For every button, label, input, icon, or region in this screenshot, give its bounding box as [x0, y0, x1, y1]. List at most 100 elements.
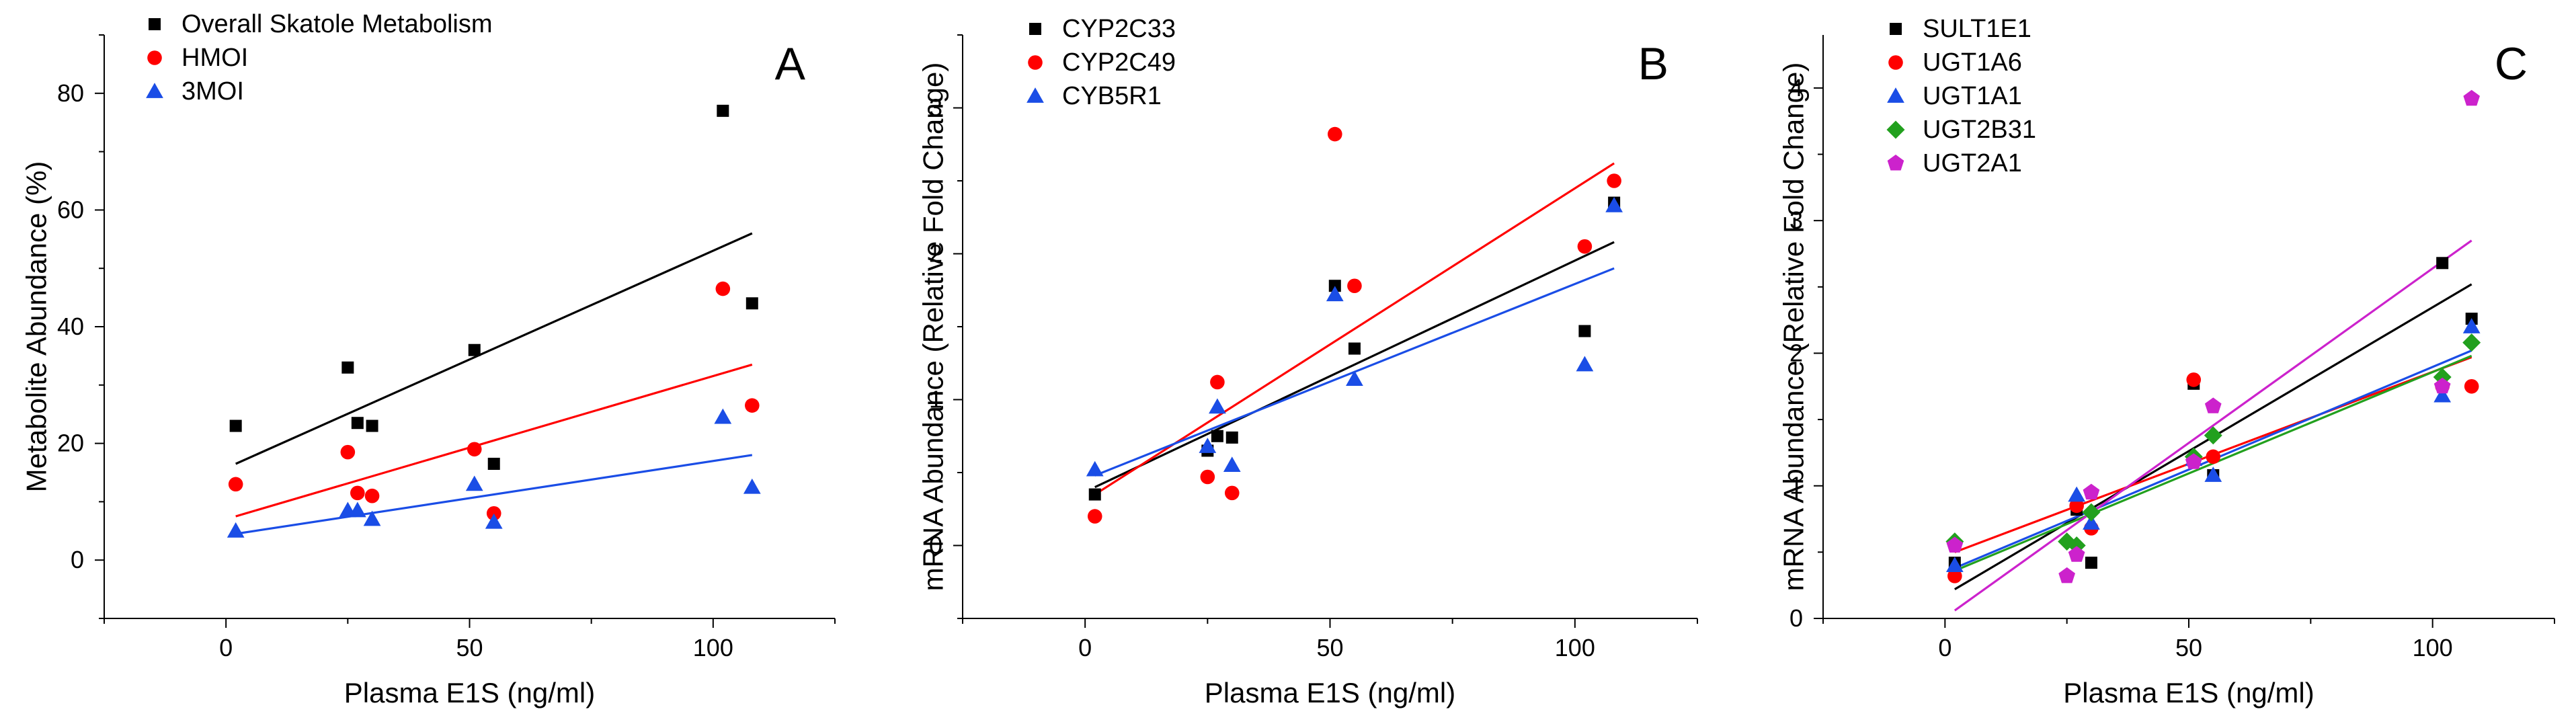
- x-tick-label: 50: [1316, 634, 1343, 661]
- data-point-ugt2a1: [2204, 397, 2222, 413]
- legend-label-ugt2b31: UGT2B31: [1923, 116, 2036, 144]
- data-point-ugt2a1: [2083, 483, 2100, 500]
- legend-marker-hmoi: [147, 50, 162, 65]
- legend-label-sult1e1: SULT1E1: [1923, 15, 2031, 43]
- legend-marker-ugt2b31: [1886, 120, 1905, 139]
- data-point-cyp2c49: [1347, 278, 1362, 294]
- fit-line-cyp2c49: [1094, 162, 1615, 495]
- data-point-hmoi: [364, 488, 380, 503]
- data-point-3moi: [714, 408, 732, 424]
- data-point-cyp2c33: [1225, 431, 1238, 444]
- data-point-ugt1a1: [2068, 486, 2086, 502]
- legend-label-ugt1a1: UGT1A1: [1923, 82, 2022, 110]
- fit-line-ugt2a1: [1954, 239, 2472, 612]
- data-point-cyp2c49: [1087, 509, 1102, 524]
- legend-marker-cyb5r1: [1027, 87, 1044, 103]
- data-point-overall-skatole-metabolism: [366, 419, 378, 432]
- data-point-ugt1a1: [2083, 514, 2100, 530]
- y-tick-label: 3: [929, 94, 942, 122]
- x-tick-label: 50: [456, 634, 483, 661]
- data-point-cyb5r1: [1346, 370, 1363, 387]
- data-point-cyp2c49: [1210, 374, 1225, 390]
- data-point-cyb5r1: [1326, 286, 1344, 302]
- data-point-cyp2c33: [1211, 430, 1223, 442]
- data-point-cyp2c49: [1607, 173, 1621, 188]
- data-point-ugt2b31: [2462, 333, 2481, 352]
- y-tick-label: 40: [57, 313, 84, 340]
- data-point-ugt2a1: [2463, 89, 2480, 106]
- legend-marker-cyp2c49: [1028, 55, 1043, 70]
- legend-label-overall-skatole-metabolism: Overall Skatole Metabolism: [182, 10, 493, 38]
- chart-panel-c: 0 1 2 3 4 0 50 100 Plasma E1S (ng/ml) mRNA Abunda…: [1777, 15, 2555, 709]
- legend-label-ugt2a1: UGT2A1: [1923, 149, 2022, 177]
- panel-label: A: [775, 38, 806, 89]
- legend-marker-ugt2a1: [1887, 155, 1904, 171]
- data-point-ugt2a1: [2185, 453, 2202, 469]
- data-point-hmoi: [228, 477, 243, 492]
- y-tick-label: 2: [929, 240, 942, 268]
- data-point-ugt2b31: [2082, 503, 2101, 522]
- x-tick-label: 0: [1078, 634, 1092, 661]
- y-axis-title: mRNA Abundance (Relative Fold Change): [1777, 63, 1809, 592]
- data-point-ugt2a1: [1946, 536, 1964, 553]
- x-tick-label: 50: [2175, 634, 2202, 661]
- data-point-overall-skatole-metabolism: [487, 457, 500, 470]
- data-point-3moi: [465, 475, 483, 491]
- x-axis-title: Plasma E1S (ng/ml): [344, 677, 595, 709]
- y-tick-label: 80: [57, 79, 84, 107]
- legend-label-ugt1a6: UGT1A6: [1923, 48, 2022, 77]
- x-tick-label: 0: [219, 634, 233, 661]
- data-point-ugt2b31: [2204, 426, 2222, 445]
- data-point-hmoi: [340, 444, 356, 460]
- data-point-cyb5r1: [1199, 438, 1217, 453]
- data-point-ugt1a1: [2433, 387, 2452, 403]
- fit-line-3moi: [235, 454, 753, 535]
- data-point-3moi: [485, 513, 503, 529]
- legend-label-cyp2c33: CYP2C33: [1062, 15, 1176, 43]
- fit-line-overall-skatole-metabolism: [235, 232, 753, 465]
- legend-marker-overall-skatole-metabolism: [149, 18, 161, 30]
- data-point-3moi: [227, 522, 245, 538]
- data-point-hmoi: [467, 442, 482, 457]
- data-point-cyb5r1: [1209, 398, 1226, 414]
- data-point-cyp2c33: [1328, 280, 1341, 292]
- data-point-overall-skatole-metabolism: [351, 417, 364, 430]
- data-point-3moi: [743, 478, 761, 494]
- panel-label: C: [2495, 38, 2528, 89]
- y-tick-label: 3: [1789, 206, 1803, 234]
- x-tick-label: 100: [1555, 634, 1595, 661]
- fit-line-hmoi: [235, 363, 753, 518]
- data-point-overall-skatole-metabolism: [229, 419, 242, 432]
- data-point-cyp2c49: [1327, 126, 1342, 142]
- legend-label-hmoi: HMOI: [182, 44, 248, 72]
- legend-marker-cyp2c33: [1029, 23, 1041, 35]
- data-point-ugt1a6: [2464, 378, 2479, 394]
- data-point-cyp2c49: [1200, 469, 1215, 485]
- data-point-cyp2c49: [1577, 239, 1593, 254]
- data-point-hmoi: [486, 505, 501, 521]
- data-point-ugt1a6: [1947, 569, 1962, 583]
- panel-label: B: [1638, 38, 1668, 89]
- chart-panel-b: 0 1 2 3 0 50 100 Plasma E1S (ng/ml) mRNA Abundan…: [917, 15, 1698, 709]
- data-point-3moi: [348, 501, 366, 518]
- x-tick-label: 100: [693, 634, 733, 661]
- legend-marker-3moi: [146, 83, 163, 98]
- data-point-sult1e1: [2436, 257, 2449, 270]
- data-point-hmoi: [745, 398, 760, 413]
- y-tick-label: 4: [1789, 74, 1803, 102]
- data-point-sult1e1: [2085, 557, 2097, 569]
- data-point-overall-skatole-metabolism: [468, 343, 481, 356]
- data-point-hmoi: [715, 281, 731, 296]
- y-tick-label: 0: [71, 546, 84, 573]
- data-point-ugt1a1: [2462, 318, 2481, 333]
- y-tick-label: 0: [1789, 604, 1803, 632]
- y-tick-label: 2: [1789, 339, 1803, 366]
- data-point-3moi: [363, 510, 381, 526]
- legend-marker-sult1e1: [1890, 23, 1902, 35]
- fit-line-cyp2c33: [1094, 241, 1615, 489]
- data-point-ugt2a1: [2058, 567, 2075, 583]
- data-point-cyb5r1: [1605, 197, 1623, 212]
- data-point-cyp2c33: [1348, 342, 1361, 355]
- data-point-cyb5r1: [1223, 456, 1241, 473]
